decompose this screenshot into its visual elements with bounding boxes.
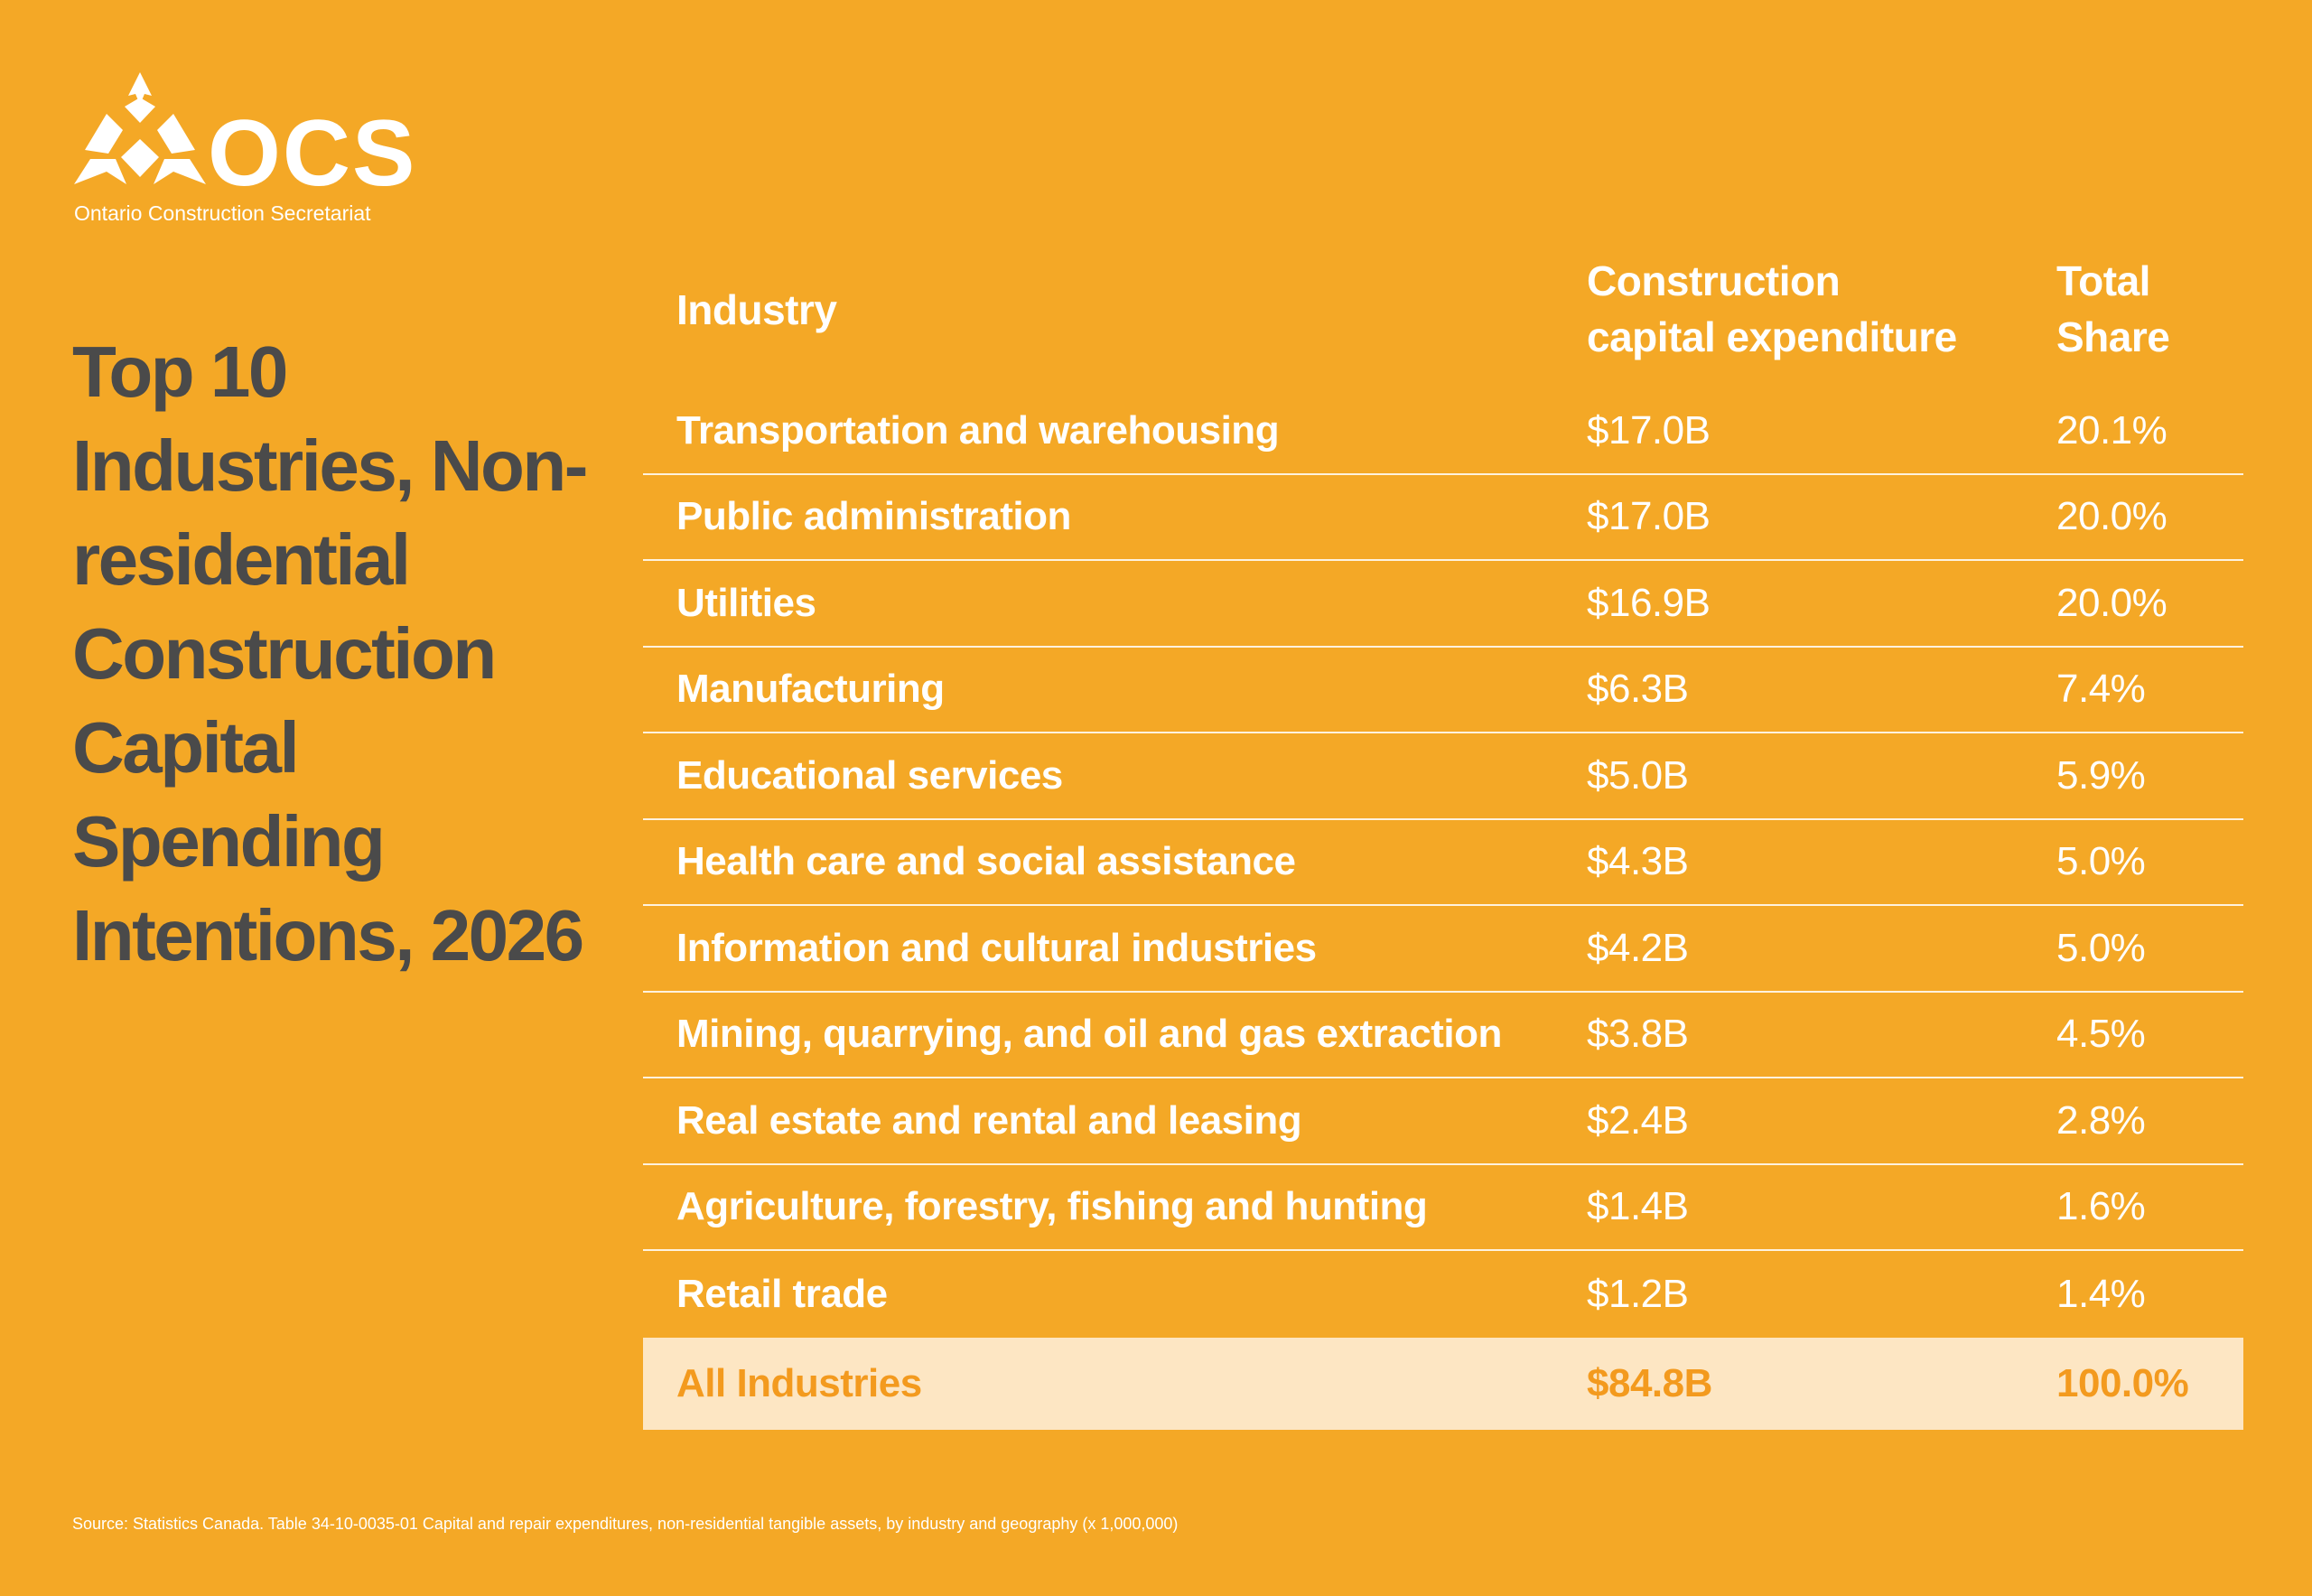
source-note: Source: Statistics Canada. Table 34-10-0… [72, 1515, 1179, 1533]
table-row: Retail trade $1.2B 1.4% [643, 1251, 2243, 1338]
logo-subtitle: Ontario Construction Secretariat [74, 201, 371, 225]
industry-cell: Real estate and rental and leasing [676, 1097, 1302, 1143]
table-row: Health care and social assistance $4.3B … [643, 820, 2243, 906]
industry-cell: Educational services [676, 752, 1063, 798]
share-cell: 1.4% [2056, 1271, 2146, 1316]
page-title: Top 10 Industries, Non-residential Const… [72, 331, 588, 975]
industry-cell: Information and cultural industries [676, 925, 1317, 970]
share-cell: 4.5% [2056, 1012, 2146, 1057]
header-capex-line1: Construction [1587, 257, 1841, 304]
share-cell: 5.9% [2056, 752, 2146, 798]
table-row: Real estate and rental and leasing $2.4B… [643, 1078, 2243, 1165]
expenditure-cell: $2.4B [1587, 1097, 1689, 1143]
ocs-emblem-icon [74, 72, 206, 184]
expenditure-cell: $17.0B [1587, 407, 1711, 453]
expenditure-cell: $17.0B [1587, 494, 1711, 539]
expenditure-cell: $16.9B [1587, 580, 1711, 625]
total-row: All Industries $84.8B 100.0% [643, 1337, 2243, 1430]
total-industry-cell: All Industries [676, 1360, 922, 1405]
table-row: Transportation and warehousing $17.0B 20… [643, 388, 2243, 475]
expenditure-cell: $4.3B [1587, 839, 1689, 884]
share-cell: 20.0% [2056, 580, 2168, 625]
industry-cell: Public administration [676, 494, 1071, 539]
industry-cell: Utilities [676, 580, 816, 625]
header-industry: Industry [676, 286, 837, 333]
industry-cell: Retail trade [676, 1271, 888, 1316]
table-row: Information and cultural industries $4.2… [643, 906, 2243, 993]
expenditure-cell: $5.0B [1587, 752, 1689, 798]
total-share-cell: 100.0% [2056, 1360, 2189, 1405]
share-cell: 7.4% [2056, 667, 2146, 712]
share-cell: 5.0% [2056, 925, 2146, 970]
industry-cell: Mining, quarrying, and oil and gas extra… [676, 1012, 1502, 1057]
share-cell: 20.1% [2056, 407, 2168, 453]
header-share: Total Share [2056, 253, 2237, 365]
header-share-line2: Share [2056, 313, 2170, 360]
table-row: Manufacturing $6.3B 7.4% [643, 648, 2243, 733]
expenditure-cell: $1.2B [1587, 1271, 1689, 1316]
spending-table: Industry Construction capital expenditur… [643, 244, 2243, 1430]
industry-cell: Agriculture, forestry, fishing and hunti… [676, 1184, 1428, 1229]
industry-cell: Health care and social assistance [676, 839, 1296, 884]
share-cell: 20.0% [2056, 494, 2168, 539]
table-row: Mining, quarrying, and oil and gas extra… [643, 993, 2243, 1078]
logo-wordmark: OCS [208, 101, 417, 206]
expenditure-cell: $4.2B [1587, 925, 1689, 970]
ocs-logo: OCS Ontario Construction Secretariat [72, 70, 434, 233]
table-row: Educational services $5.0B 5.9% [643, 733, 2243, 820]
share-cell: 5.0% [2056, 839, 2146, 884]
share-cell: 1.6% [2056, 1184, 2146, 1229]
expenditure-cell: $1.4B [1587, 1184, 1689, 1229]
expenditure-cell: $6.3B [1587, 667, 1689, 712]
industry-cell: Manufacturing [676, 667, 945, 712]
total-expenditure-cell: $84.8B [1587, 1360, 1712, 1405]
share-cell: 2.8% [2056, 1097, 2146, 1143]
industry-cell: Transportation and warehousing [676, 407, 1280, 453]
header-share-line1: Total [2056, 257, 2150, 304]
header-capex-line2: capital expenditure [1587, 313, 1957, 360]
table-row: Utilities $16.9B 20.0% [643, 561, 2243, 648]
table-row: Public administration $17.0B 20.0% [643, 475, 2243, 561]
expenditure-cell: $3.8B [1587, 1012, 1689, 1057]
table-header: Industry Construction capital expenditur… [643, 244, 2243, 388]
header-capex: Construction capital expenditure [1587, 253, 2038, 365]
table-row: Agriculture, forestry, fishing and hunti… [643, 1165, 2243, 1251]
table-body: Transportation and warehousing $17.0B 20… [643, 388, 2243, 1338]
